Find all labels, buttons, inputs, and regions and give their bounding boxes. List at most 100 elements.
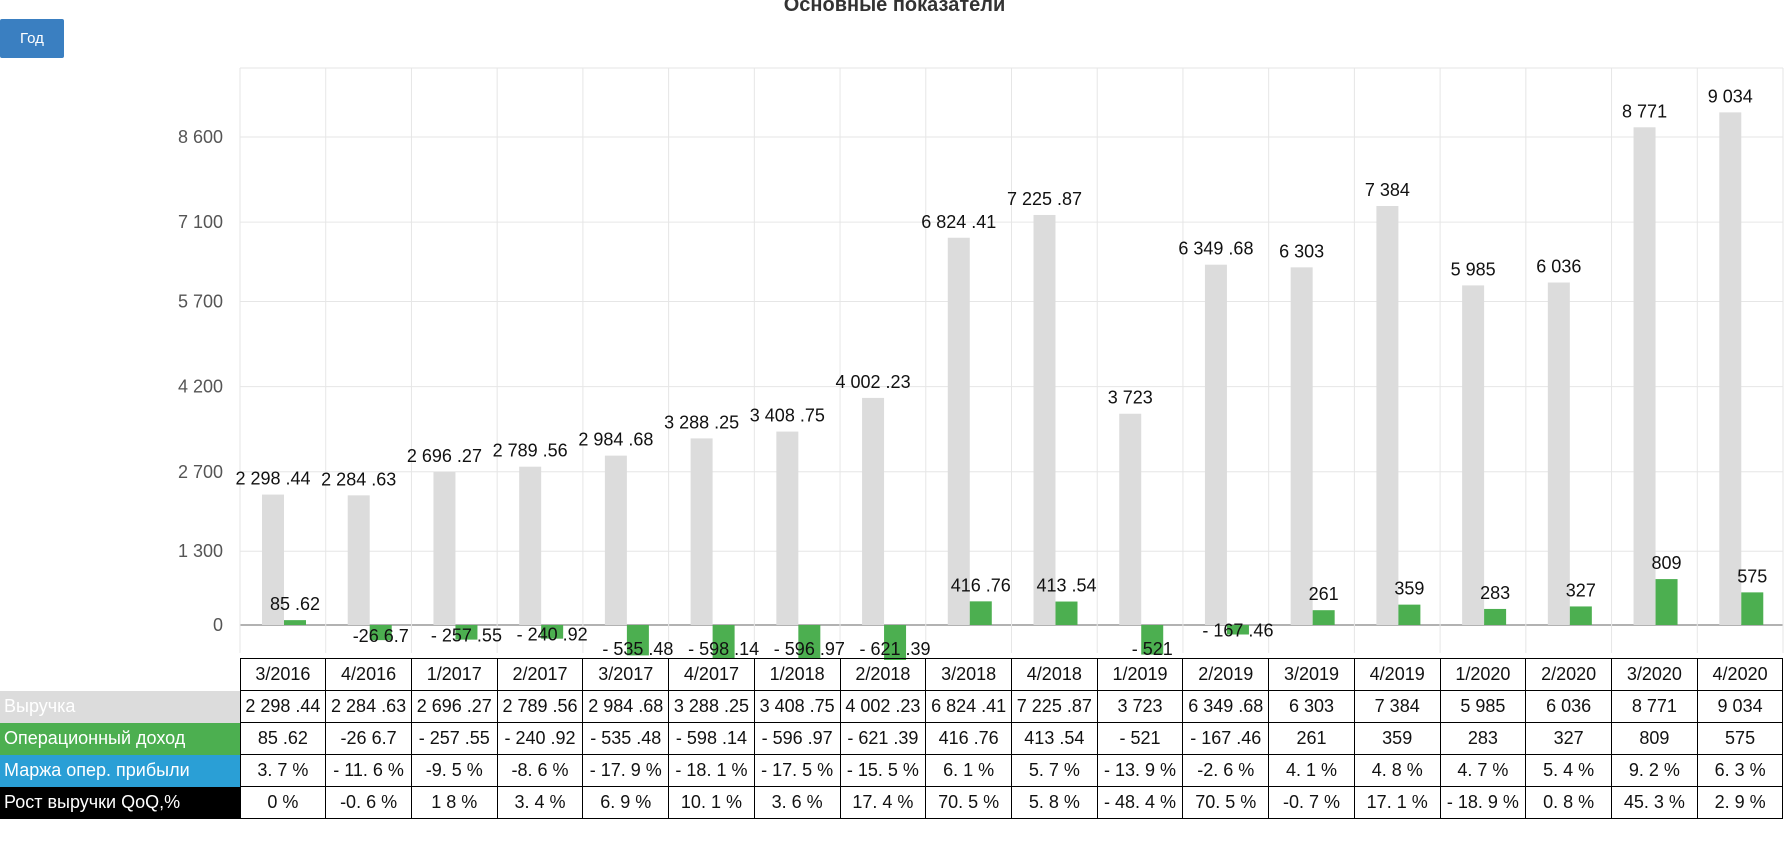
revenue-bar: [262, 494, 284, 625]
table-header-cell: 2/2018: [839, 658, 927, 691]
table-cell: 2 298 .44: [239, 690, 327, 723]
table-cell: -2. 6 %: [1182, 754, 1270, 787]
op-income-bar: [1741, 592, 1764, 625]
revenue-data-label: 2 789 .56: [493, 441, 568, 461]
table-cell: - 167 .46: [1182, 722, 1270, 755]
table-cell: - 257 .55: [410, 722, 498, 755]
op-income-data-label: 575: [1737, 566, 1767, 586]
revenue-bar: [1204, 264, 1227, 625]
revenue-data-label: 4 002 .23: [836, 372, 911, 392]
table-header-cell: 1/2019: [1096, 658, 1184, 691]
op-income-bar: [1226, 625, 1249, 635]
table-header-cell: 3/2016: [239, 658, 327, 691]
revenue-bar: [690, 438, 713, 625]
table-cell: - 15. 5 %: [839, 754, 927, 787]
revenue-data-label: 7 225 .87: [1007, 189, 1082, 209]
table-header-row: 3/2016 4/2016 1/2017 2/2017 3/2017 4/2017 1/20…: [0, 658, 1784, 691]
revenue-data-label: 3 408 .75: [750, 406, 825, 426]
table-cell: - 596 .97: [753, 722, 841, 755]
data-table: 3/2016 4/2016 1/2017 2/2017 3/2017 4/2017 1/20…: [0, 658, 1784, 819]
revenue-bar: [862, 397, 885, 625]
revenue-data-label: 2 298 .44: [235, 469, 310, 489]
table-cell: 9. 2 %: [1611, 754, 1698, 787]
table-header-cell: 1/2018: [753, 658, 841, 691]
table-header-cell: 4/2018: [1010, 658, 1098, 691]
table-header-cell: 4/2016: [325, 658, 412, 691]
op-income-bar: [884, 625, 907, 660]
op-income-bar: [1655, 579, 1678, 625]
table-header-cell: 2/2017: [496, 658, 584, 691]
y-tick-label: 7 100: [178, 212, 223, 232]
revenue-data-label: 3 723: [1108, 388, 1153, 408]
op-income-data-label: 283: [1480, 583, 1510, 603]
op-income-bar: [798, 625, 821, 659]
table-cell: 2 696 .27: [410, 690, 498, 723]
op-income-bar: [541, 625, 564, 639]
revenue-data-label: 5 985: [1451, 259, 1496, 279]
table-cell: 6 824 .41: [925, 690, 1012, 723]
table-header-cell: 3/2019: [1268, 658, 1355, 691]
op-income-bar: [1398, 604, 1421, 625]
op-income-bar: [1055, 601, 1078, 625]
revenue-data-label: 2 696 .27: [407, 446, 482, 466]
table-header-cell: 2/2019: [1182, 658, 1270, 691]
revenue-data-label: 6 824 .41: [921, 212, 996, 232]
table-row-label: Маржа опер. прибыли: [0, 754, 240, 787]
op-income-data-label: - 167 .46: [1202, 621, 1273, 641]
table-cell: -0. 7 %: [1268, 786, 1355, 819]
table-cell: 5. 4 %: [1525, 754, 1612, 787]
op-income-bar: [1569, 606, 1592, 625]
table-row: Выручка 2 298 .44 2 284 .63 2 696 .27 2 789 …: [0, 690, 1784, 723]
table-cell: 17. 1 %: [1353, 786, 1441, 819]
table-cell: 6. 9 %: [582, 786, 670, 819]
revenue-bar: [1547, 282, 1570, 625]
y-tick-label: 4 200: [178, 377, 223, 397]
period-year-button[interactable]: Год: [0, 19, 64, 58]
table-cell: 413 .54: [1010, 722, 1098, 755]
table-header-cell: 1/2017: [410, 658, 498, 691]
revenue-data-label: 2 984 .68: [578, 430, 653, 450]
table-cell: -9. 5 %: [410, 754, 498, 787]
table-cell: 416 .76: [925, 722, 1012, 755]
table-cell: 2. 9 %: [1696, 786, 1784, 819]
op-income-data-label: 85 .62: [270, 594, 320, 614]
op-income-data-label: - 621 .39: [860, 639, 931, 659]
revenue-bar: [604, 455, 627, 625]
op-income-data-label: - 596 .97: [774, 639, 845, 659]
op-income-bar: [712, 625, 735, 659]
op-income-bar: [1141, 625, 1164, 655]
op-income-data-label: - 257 .55: [431, 626, 502, 646]
op-income-data-label: -26 6.7: [353, 626, 409, 646]
table-cell: 3 408 .75: [753, 690, 841, 723]
table-cell: 8 771: [1611, 690, 1698, 723]
op-income-data-label: 413 .54: [1036, 576, 1096, 596]
op-income-data-label: - 598 .14: [688, 639, 759, 659]
table-header-cell: 1/2020: [1439, 658, 1527, 691]
op-income-bar: [369, 625, 392, 641]
revenue-bar: [947, 237, 970, 626]
table-cell: 0 %: [239, 786, 327, 819]
op-income-data-label: 416 .76: [951, 575, 1011, 595]
revenue-bar: [1033, 214, 1056, 626]
table-cell: - 17. 5 %: [753, 754, 841, 787]
table-cell: 85 .62: [239, 722, 327, 755]
table-header-cell: 2/2020: [1525, 658, 1612, 691]
revenue-bar: [519, 466, 542, 625]
table-cell: - 18. 1 %: [668, 754, 755, 787]
revenue-bar: [1290, 267, 1313, 625]
op-income-bar: [626, 625, 649, 656]
revenue-data-label: 2 284 .63: [321, 469, 396, 489]
revenue-bar: [347, 495, 370, 625]
table-cell: 6 303: [1268, 690, 1355, 723]
table-cell: 2 284 .63: [325, 690, 412, 723]
table-header-cell: 4/2019: [1353, 658, 1441, 691]
revenue-data-label: 9 034: [1708, 86, 1753, 106]
revenue-bar: [776, 431, 799, 625]
op-income-bar: [455, 625, 478, 640]
chart-plot: 8 600 7 100 5 700 4 200 2 700 1 300 0 2 298 .4…: [178, 67, 1784, 660]
op-income-data-label: - 240 .92: [517, 625, 588, 645]
table-cell: - 598 .14: [668, 722, 755, 755]
op-income-data-label: - 535 .48: [602, 639, 673, 659]
table-cell: - 13. 9 %: [1096, 754, 1184, 787]
y-tick-label: 5 700: [178, 292, 223, 312]
